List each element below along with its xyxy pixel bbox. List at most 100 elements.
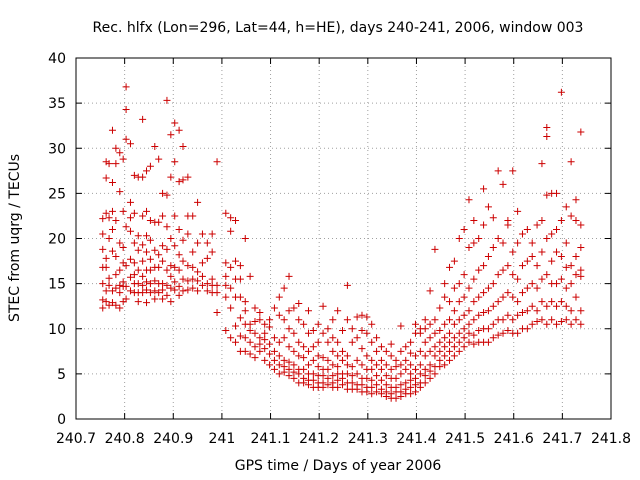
data-point (130, 239, 138, 247)
data-point (577, 266, 585, 274)
data-point (499, 316, 507, 324)
data-point (222, 327, 230, 335)
data-point (523, 225, 531, 233)
data-point (116, 289, 124, 297)
data-point (460, 334, 468, 342)
data-point (266, 340, 274, 348)
data-point (392, 394, 400, 402)
x-tick-label: 240.7 (56, 431, 96, 447)
data-point (99, 245, 107, 253)
data-point (387, 390, 395, 398)
data-point (256, 316, 264, 324)
data-point (227, 227, 235, 235)
data-point (339, 356, 347, 364)
data-point (475, 266, 483, 274)
data-point (163, 191, 171, 199)
data-point (275, 293, 283, 301)
data-point (421, 379, 429, 387)
data-point (146, 280, 154, 288)
data-point (99, 230, 107, 238)
data-point (304, 347, 312, 355)
data-point (567, 280, 575, 288)
data-point (285, 358, 293, 366)
data-point (358, 381, 366, 389)
data-point (514, 298, 522, 306)
data-point (557, 216, 565, 224)
y-tick-label: 35 (48, 96, 66, 112)
data-point (572, 216, 580, 224)
data-point (112, 216, 120, 224)
data-point (266, 316, 274, 324)
data-point (382, 372, 390, 380)
data-point (227, 214, 235, 222)
data-point (533, 307, 541, 315)
data-point (155, 251, 163, 259)
data-point (139, 173, 147, 181)
data-point (543, 302, 551, 310)
data-point (99, 215, 107, 223)
data-point (436, 327, 444, 335)
data-point (553, 280, 561, 288)
x-tick-label: 241.3 (348, 431, 388, 447)
data-point (416, 361, 424, 369)
data-point (126, 287, 134, 295)
data-point (436, 304, 444, 312)
data-point (213, 281, 221, 289)
data-point (450, 257, 458, 265)
data-point (171, 278, 179, 286)
data-point (557, 318, 565, 326)
data-point (122, 223, 130, 231)
data-point (146, 289, 154, 297)
data-point (285, 372, 293, 380)
data-point (538, 275, 546, 283)
data-point (499, 293, 507, 301)
data-point (392, 356, 400, 364)
data-point (99, 280, 107, 288)
data-point (567, 307, 575, 315)
data-point (175, 291, 183, 299)
data-point (246, 320, 254, 328)
y-axis-tick-labels: 0 5 10 15 20 25 30 35 40 (48, 51, 66, 428)
data-point (146, 216, 154, 224)
data-point (309, 327, 317, 335)
data-point (518, 230, 526, 238)
data-point (241, 235, 249, 242)
data-point (446, 356, 454, 364)
data-point (484, 203, 492, 211)
data-point (377, 365, 385, 373)
data-point (319, 372, 327, 380)
data-point (538, 298, 546, 306)
y-tick-label: 5 (57, 367, 66, 383)
data-point (533, 221, 541, 229)
x-tick-label: 241.5 (445, 431, 485, 447)
data-point (407, 390, 415, 398)
data-point (280, 334, 288, 342)
data-point (246, 350, 254, 358)
data-point (171, 158, 179, 166)
data-point (295, 299, 303, 307)
data-point (319, 354, 327, 362)
data-point (509, 316, 517, 324)
data-point (246, 272, 254, 280)
data-point (465, 244, 473, 252)
data-point (119, 155, 127, 163)
data-point (130, 209, 138, 217)
data-point (146, 162, 154, 170)
data-point (309, 376, 317, 384)
data-point (446, 329, 454, 337)
data-point (411, 365, 419, 373)
data-point (171, 263, 179, 271)
data-point (494, 331, 502, 339)
data-point (567, 158, 575, 166)
data-point (489, 280, 497, 288)
data-point (504, 327, 512, 335)
data-point (270, 304, 278, 312)
data-point (363, 374, 371, 382)
data-point (159, 242, 167, 250)
data-point (324, 338, 332, 346)
data-point (489, 320, 497, 328)
data-point (99, 304, 107, 312)
y-tick-label: 0 (57, 412, 66, 428)
data-point (470, 239, 478, 247)
data-point (436, 356, 444, 364)
